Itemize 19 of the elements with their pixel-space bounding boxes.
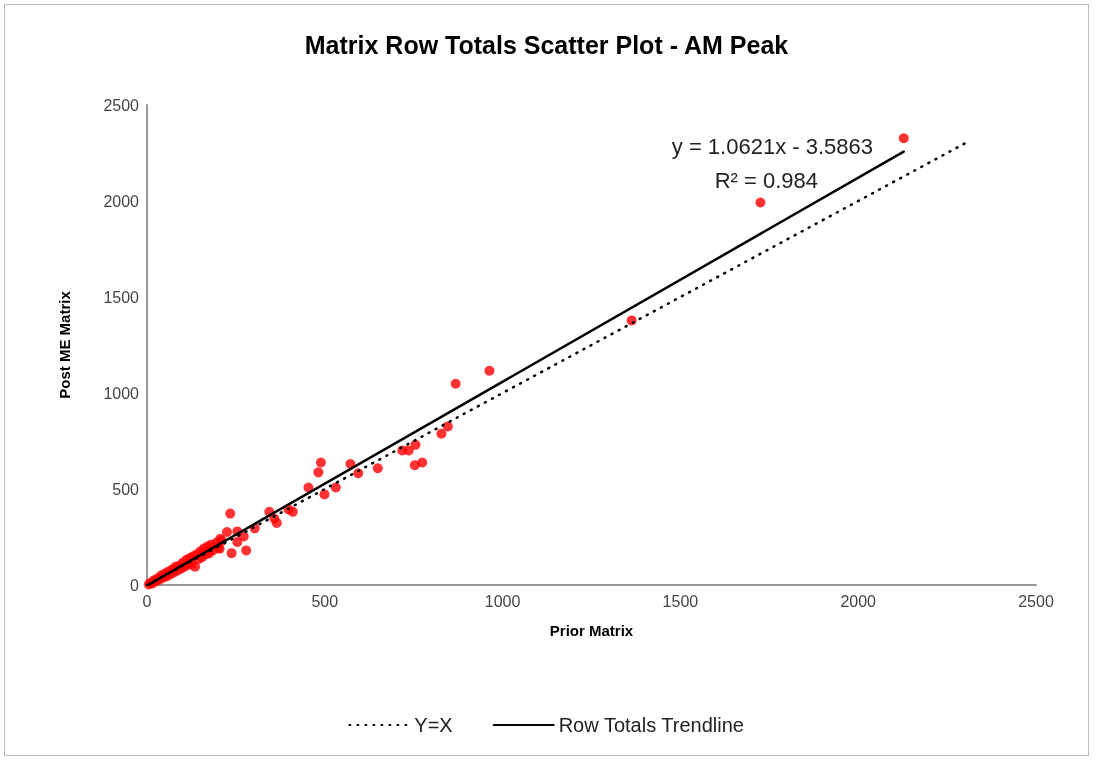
annotation: y = 1.0621x - 3.5863 bbox=[671, 133, 873, 159]
y-tick-label: 2500 bbox=[103, 96, 140, 114]
y-tick-label: 2000 bbox=[103, 192, 140, 210]
y-tick-label: 0 bbox=[130, 576, 140, 594]
y-tick-label: 1500 bbox=[103, 288, 140, 306]
x-axis-title: Prior Matrix bbox=[549, 622, 634, 639]
y-axis-title: Post ME Matrix bbox=[56, 290, 73, 399]
legend-label: Row Totals Trendline bbox=[558, 714, 744, 736]
x-tick-label: 1000 bbox=[484, 592, 521, 610]
annotation: R² = 0.984 bbox=[714, 167, 818, 193]
chart-title: Matrix Row Totals Scatter Plot - AM Peak bbox=[304, 30, 789, 59]
x-tick-label: 2500 bbox=[1018, 592, 1054, 610]
y-tick-label: 500 bbox=[112, 480, 140, 498]
legend-label: Y=X bbox=[414, 714, 453, 736]
x-tick-label: 1500 bbox=[662, 592, 699, 610]
y-tick-label: 1000 bbox=[103, 384, 140, 402]
x-tick-label: 0 bbox=[142, 592, 152, 610]
x-tick-label: 2000 bbox=[840, 592, 877, 610]
x-tick-label: 500 bbox=[311, 592, 339, 610]
